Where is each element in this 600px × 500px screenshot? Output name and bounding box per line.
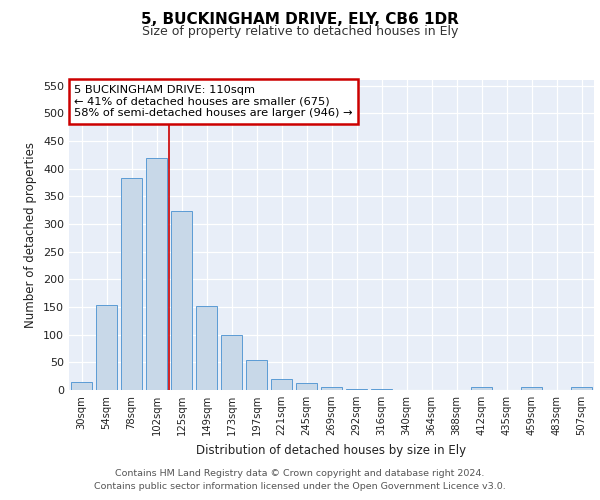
Bar [71, 382, 92, 390]
Text: 5 BUCKINGHAM DRIVE: 110sqm
← 41% of detached houses are smaller (675)
58% of sem: 5 BUCKINGHAM DRIVE: 110sqm ← 41% of deta… [74, 84, 353, 118]
Bar [346, 389, 367, 390]
Text: Contains public sector information licensed under the Open Government Licence v3: Contains public sector information licen… [94, 482, 506, 491]
Bar [521, 387, 542, 390]
Text: Size of property relative to detached houses in Ely: Size of property relative to detached ho… [142, 25, 458, 38]
Bar [471, 387, 492, 390]
Bar [321, 387, 342, 390]
Bar [271, 379, 292, 390]
X-axis label: Distribution of detached houses by size in Ely: Distribution of detached houses by size … [196, 444, 467, 456]
Bar [121, 178, 142, 390]
Bar [246, 360, 267, 390]
Bar [146, 158, 167, 390]
Bar [221, 334, 242, 390]
Text: 5, BUCKINGHAM DRIVE, ELY, CB6 1DR: 5, BUCKINGHAM DRIVE, ELY, CB6 1DR [141, 12, 459, 28]
Bar [296, 384, 317, 390]
Text: Contains HM Land Registry data © Crown copyright and database right 2024.: Contains HM Land Registry data © Crown c… [115, 468, 485, 477]
Bar [171, 211, 192, 390]
Bar [571, 387, 592, 390]
Bar [196, 306, 217, 390]
Bar [96, 306, 117, 390]
Y-axis label: Number of detached properties: Number of detached properties [25, 142, 37, 328]
